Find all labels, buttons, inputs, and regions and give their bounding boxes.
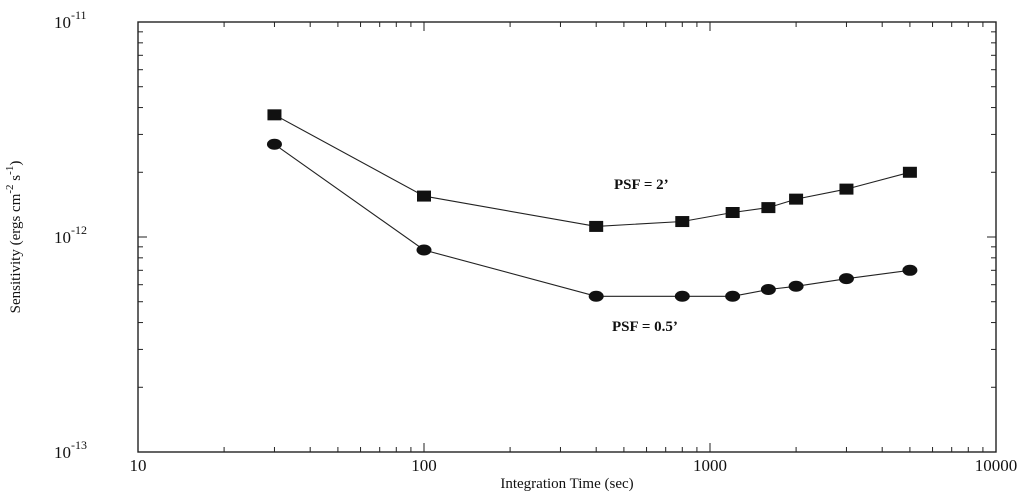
y-axis-title-exp1: -2 bbox=[4, 184, 16, 193]
square-marker bbox=[761, 202, 776, 214]
y-axis-title-exp2: -1 bbox=[4, 166, 16, 175]
series-square-line bbox=[274, 114, 911, 227]
circle-marker bbox=[838, 273, 854, 285]
x-tick-label: 100 bbox=[411, 456, 437, 475]
plot-frame bbox=[137, 21, 997, 453]
square-marker bbox=[725, 207, 740, 219]
square-marker bbox=[839, 183, 854, 195]
y-axis-title-suffix: ) bbox=[8, 161, 24, 166]
circle-marker bbox=[788, 280, 804, 292]
circle-marker bbox=[416, 244, 432, 256]
circle-marker bbox=[725, 290, 741, 302]
circle-marker bbox=[760, 283, 776, 295]
y-tick-label: 10-12 bbox=[54, 223, 87, 247]
square-marker bbox=[675, 216, 690, 228]
y-axis-title-prefix: Sensitivity (ergs cm bbox=[8, 193, 24, 313]
circle-marker bbox=[266, 138, 282, 150]
square-marker bbox=[902, 166, 917, 178]
annotation-psf-0-5: PSF = 0.5’ bbox=[612, 319, 678, 335]
square-marker bbox=[789, 193, 804, 205]
square-marker bbox=[267, 109, 282, 121]
circle-marker bbox=[588, 290, 604, 302]
series-lines bbox=[274, 114, 911, 297]
y-axis-title-mid: s bbox=[8, 175, 24, 185]
circle-marker bbox=[902, 264, 918, 276]
y-tick-label: 10-13 bbox=[54, 438, 87, 462]
y-axis-title: Sensitivity (ergs cm-2 s-1) bbox=[4, 161, 24, 314]
circle-marker bbox=[674, 290, 690, 302]
x-tick-labels: 10 100 1000 10000 bbox=[130, 456, 1018, 475]
x-tick-label: 10 bbox=[130, 456, 147, 475]
x-tick-label: 10000 bbox=[975, 456, 1018, 475]
y-tick-labels: 10-13 10-12 10-11 bbox=[54, 8, 87, 462]
annotation-psf-2: PSF = 2’ bbox=[614, 177, 669, 193]
x-axis-title: Integration Time (sec) bbox=[500, 476, 633, 492]
series-markers bbox=[266, 109, 918, 302]
y-tick-label: 10-11 bbox=[54, 8, 87, 32]
square-marker bbox=[589, 220, 604, 232]
x-tick-label: 1000 bbox=[693, 456, 727, 475]
axis-ticks bbox=[137, 22, 996, 453]
square-marker bbox=[417, 190, 431, 202]
